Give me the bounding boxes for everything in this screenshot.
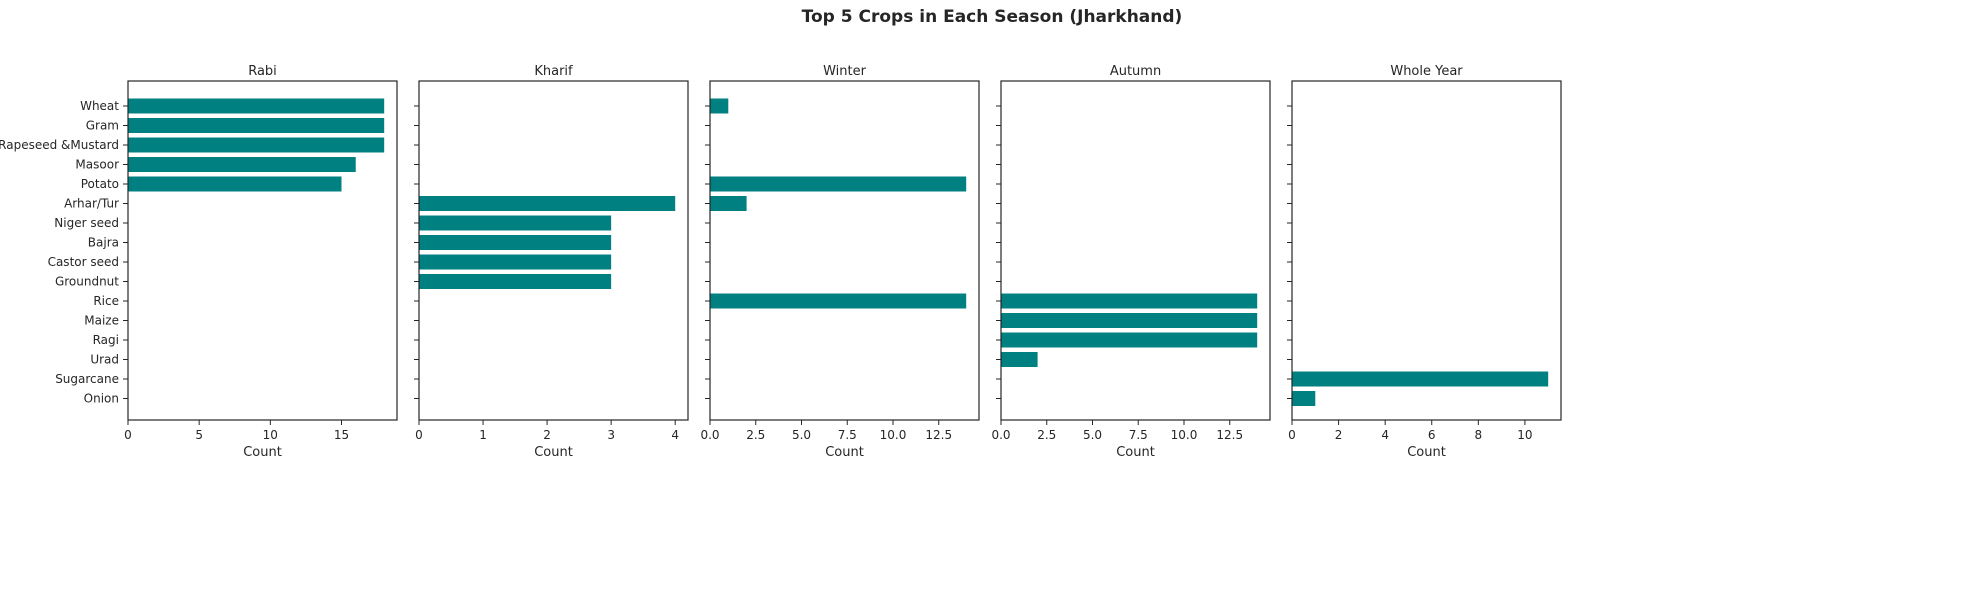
bar-autumn-urad <box>1001 352 1038 367</box>
xtick-label-whole-year-2: 4 <box>1381 428 1389 442</box>
xlabel-winter: Count <box>825 445 864 460</box>
axes-frame-rabi <box>127 80 398 421</box>
xtick-label-winter-4: 10.0 <box>880 428 907 442</box>
ytick-label-gram: Gram <box>86 119 119 133</box>
xtick-label-autumn-1: 2.5 <box>1037 428 1056 442</box>
xtick-label-whole-year-5: 10 <box>1517 428 1532 442</box>
bar-winter-arhar-tur <box>710 196 747 211</box>
bar-winter-potato <box>710 176 967 192</box>
xtick-label-kharif-3: 3 <box>607 428 615 442</box>
xtick-label-winter-0: 0.0 <box>700 428 719 442</box>
axes-frame-kharif <box>418 80 689 421</box>
ytick-label-masoor: Masoor <box>75 158 119 172</box>
xtick-label-autumn-4: 10.0 <box>1171 428 1198 442</box>
xlabel-whole-year: Count <box>1407 445 1446 460</box>
ytick-label-ragi: Ragi <box>93 333 119 347</box>
xtick-label-autumn-2: 5.0 <box>1083 428 1102 442</box>
xtick-label-whole-year-4: 8 <box>1475 428 1483 442</box>
panel-title-whole-year: Whole Year <box>1390 64 1463 79</box>
xtick-label-winter-2: 5.0 <box>792 428 811 442</box>
ytick-label-rice: Rice <box>93 294 119 308</box>
xtick-label-rabi-1: 5 <box>195 428 203 442</box>
ytick-label-rapeseed-mustard: Rapeseed &Mustard <box>0 138 119 152</box>
ytick-label-sugarcane: Sugarcane <box>55 372 119 386</box>
ytick-label-urad: Urad <box>90 353 119 367</box>
panel-title-rabi: Rabi <box>248 64 277 79</box>
bar-rabi-masoor <box>128 157 356 172</box>
xtick-label-rabi-3: 15 <box>334 428 349 442</box>
ytick-label-bajra: Bajra <box>88 236 119 250</box>
xlabel-kharif: Count <box>534 445 573 460</box>
bar-rabi-rapeseed-mustard <box>128 137 385 153</box>
panel-winter: Winter 0.0 2.5 5.0 7.5 10.0 12.5 Count <box>700 64 980 460</box>
xtick-label-autumn-3: 7.5 <box>1129 428 1148 442</box>
xtick-label-rabi-2: 10 <box>263 428 278 442</box>
panels-group: Rabi Wheat Gram Rapeseed &Mustard Masoor Pota… <box>0 64 1562 460</box>
bar-autumn-maize <box>1001 313 1258 328</box>
bar-autumn-ragi <box>1001 332 1258 348</box>
bar-whole-year-sugarcane <box>1292 371 1549 387</box>
xtick-label-kharif-0: 0 <box>415 428 423 442</box>
ytick-label-niger-seed: Niger seed <box>54 216 119 230</box>
bar-kharif-castor-seed <box>419 254 612 270</box>
ytick-label-onion: Onion <box>84 392 119 406</box>
bar-rabi-gram <box>128 118 385 133</box>
chart-title: Top 5 Crops in Each Season (Jharkhand) <box>802 7 1183 27</box>
xtick-label-winter-5: 12.5 <box>925 428 952 442</box>
xlabel-rabi: Count <box>243 445 282 460</box>
bar-autumn-rice <box>1001 293 1258 309</box>
axes-frame-winter <box>709 80 980 421</box>
xtick-label-whole-year-0: 0 <box>1288 428 1296 442</box>
bar-rabi-potato <box>128 176 342 192</box>
xtick-label-autumn-5: 12.5 <box>1216 428 1243 442</box>
xtick-label-rabi-0: 0 <box>124 428 132 442</box>
panel-whole-year: Whole Year 0 2 4 6 8 10 Count <box>1287 64 1562 460</box>
xtick-label-winter-3: 7.5 <box>838 428 857 442</box>
bar-whole-year-onion <box>1292 391 1316 406</box>
bar-kharif-arhar-tur <box>419 196 676 211</box>
bar-winter-rice <box>710 293 967 309</box>
xtick-label-whole-year-1: 2 <box>1335 428 1343 442</box>
bar-winter-wheat <box>710 98 729 114</box>
bar-kharif-groundnut <box>419 274 612 289</box>
panel-title-kharif: Kharif <box>534 64 573 79</box>
panel-title-winter: Winter <box>823 64 867 79</box>
panel-title-autumn: Autumn <box>1110 64 1161 79</box>
panel-autumn: Autumn 0.0 2.5 5.0 7.5 10.0 12.5 Count <box>991 64 1271 460</box>
ytick-label-wheat: Wheat <box>80 99 119 113</box>
bar-kharif-bajra <box>419 235 612 250</box>
bar-kharif-niger-seed <box>419 215 612 231</box>
xtick-label-autumn-0: 0.0 <box>991 428 1010 442</box>
ytick-label-maize: Maize <box>84 314 119 328</box>
panel-kharif: Kharif 0 1 2 3 4 Count <box>414 64 689 460</box>
ytick-label-castor-seed: Castor seed <box>48 255 119 269</box>
ytick-label-groundnut: Groundnut <box>55 275 119 289</box>
ytick-label-arhar-tur: Arhar/Tur <box>64 197 119 211</box>
xtick-label-kharif-2: 2 <box>543 428 551 442</box>
xtick-label-whole-year-3: 6 <box>1428 428 1436 442</box>
panel-rabi: Rabi Wheat Gram Rapeseed &Mustard Masoor Pota… <box>0 64 398 460</box>
ytick-label-potato: Potato <box>81 177 119 191</box>
xtick-label-winter-1: 2.5 <box>746 428 765 442</box>
xlabel-autumn: Count <box>1116 445 1155 460</box>
xtick-label-kharif-1: 1 <box>479 428 487 442</box>
xtick-label-kharif-4: 4 <box>671 428 679 442</box>
axes-frame-autumn <box>1000 80 1271 421</box>
bar-rabi-wheat <box>128 98 385 114</box>
axes-frame-whole-year <box>1291 80 1562 421</box>
